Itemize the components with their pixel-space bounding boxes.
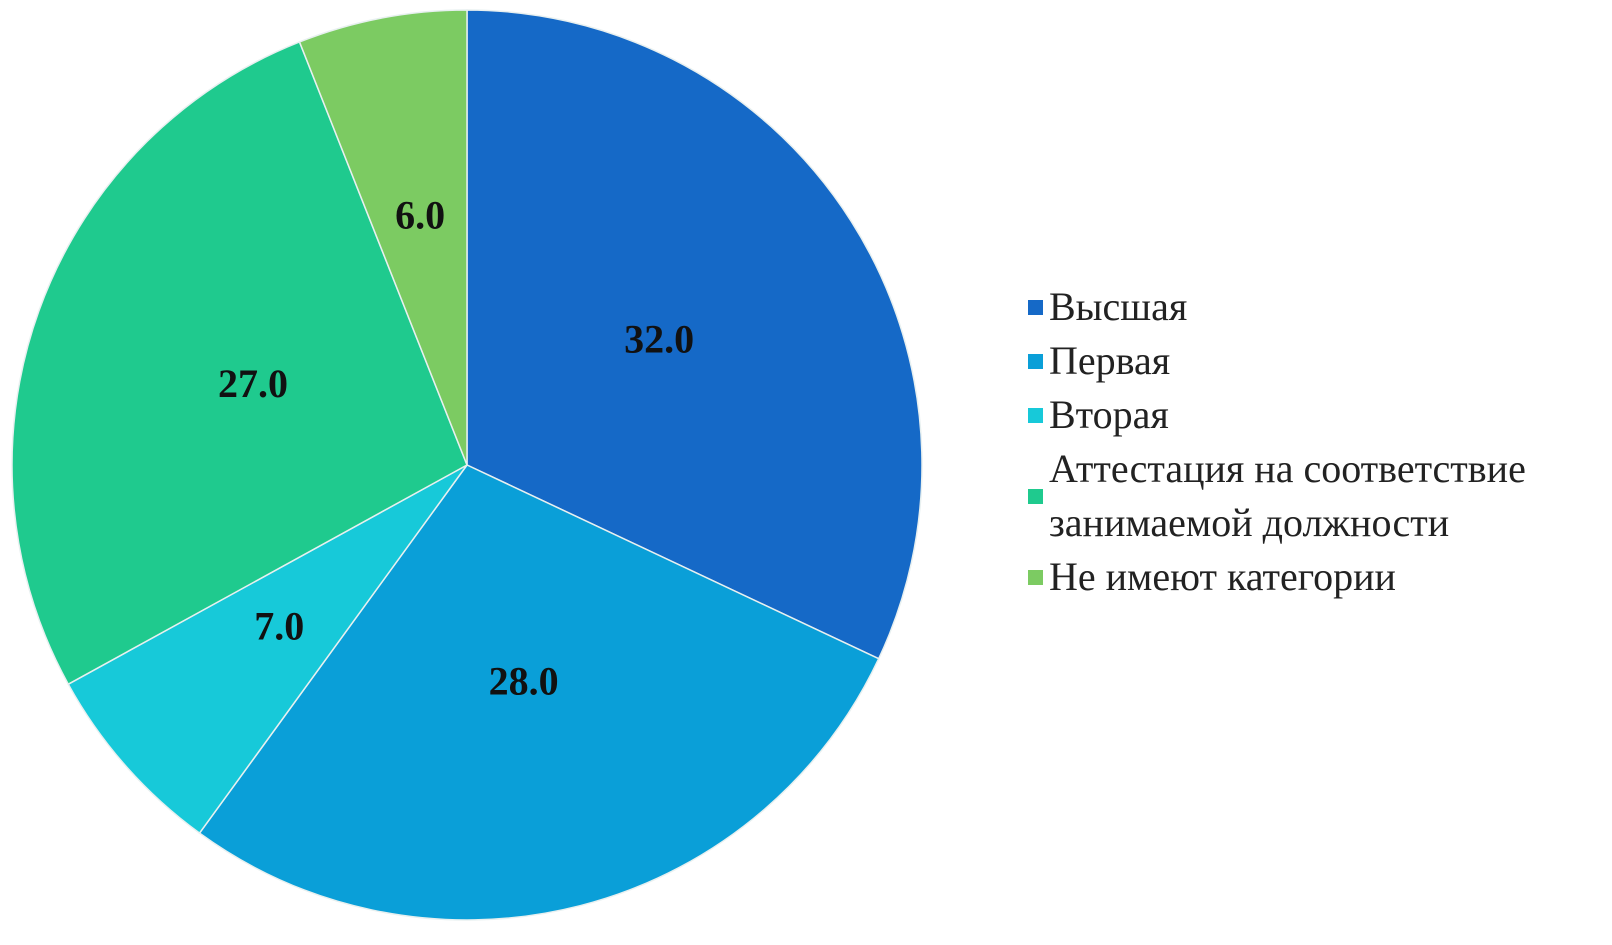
legend-item: Не имеют категории — [1028, 550, 1588, 604]
data-label: 28.0 — [489, 659, 559, 704]
legend-item: Вторая — [1028, 388, 1588, 442]
data-label: 7.0 — [254, 604, 304, 649]
data-label: 32.0 — [624, 316, 694, 361]
pie-slice — [198, 464, 880, 921]
pie-slice — [67, 464, 468, 835]
pie-slice — [466, 9, 923, 660]
legend-item: Первая — [1028, 334, 1588, 388]
legend-label: Первая — [1049, 338, 1171, 383]
legend-swatch — [1028, 299, 1043, 315]
legend-swatch — [1028, 353, 1043, 369]
legend-label: Высшая — [1049, 284, 1188, 329]
pie-slice — [11, 40, 468, 686]
legend-label: Аттестация на соответствие занимаемой до… — [1049, 446, 1526, 545]
legend-swatch — [1028, 569, 1043, 585]
legend-swatch — [1028, 407, 1043, 423]
legend-label: Вторая — [1049, 392, 1169, 437]
legend-swatch — [1028, 488, 1043, 504]
data-label: 6.0 — [395, 192, 445, 237]
legend-label: Не имеют категории — [1049, 554, 1396, 599]
legend-item: Высшая — [1028, 280, 1588, 334]
data-label: 27.0 — [218, 361, 288, 406]
legend: Высшая Первая Вторая Аттестация на соответс… — [1028, 280, 1588, 604]
pie-slice — [298, 9, 468, 466]
legend-item: Аттестация на соответствие занимаемой до… — [1028, 442, 1588, 550]
